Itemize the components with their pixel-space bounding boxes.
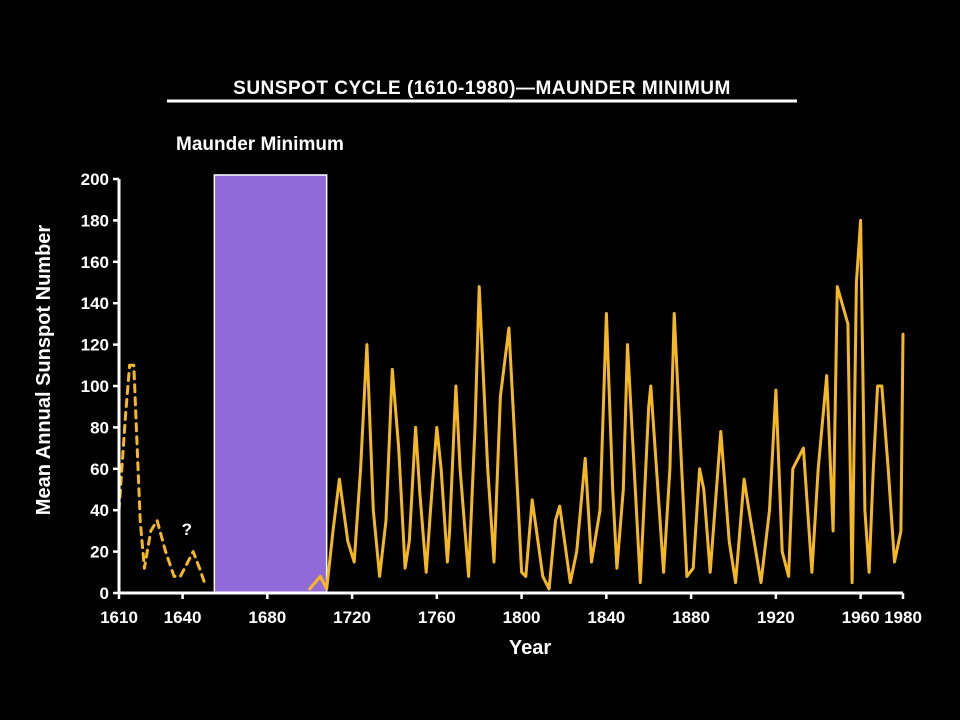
y-tick-label: 60: [90, 460, 109, 479]
y-tick-label: 40: [90, 501, 109, 520]
y-tick-label: 200: [81, 170, 109, 189]
y-tick-label: 180: [81, 211, 109, 230]
y-tick-label: 140: [81, 294, 109, 313]
early-sunspot-line-dashed: [117, 363, 208, 589]
y-tick-label: 80: [90, 418, 109, 437]
x-axis-ticks: 1610 1640 1680 1720 1760 1800 1840 1880 1920 1960…: [100, 593, 922, 627]
x-tick-label: 1760: [418, 608, 456, 627]
x-tick-label: 1980: [884, 608, 922, 627]
y-tick-label: 100: [81, 377, 109, 396]
chart-title: SUNSPOT CYCLE (1610-1980)—MAUNDER MINIMU…: [233, 78, 731, 99]
series-group: [117, 218, 905, 591]
uncertain-data-annotation: ?: [182, 520, 192, 539]
y-tick-label: 0: [100, 584, 109, 603]
x-tick-label: 1640: [164, 608, 202, 627]
y-tick-label: 160: [81, 253, 109, 272]
y-axis-ticks: 0 20 40 60 80 100 120 140 160 180 200: [81, 170, 119, 603]
x-tick-label: 1840: [587, 608, 625, 627]
sunspot-line: [308, 218, 905, 591]
x-tick-label: 1680: [248, 608, 286, 627]
y-tick-label: 120: [81, 336, 109, 355]
y-axis-title: Mean Annual Sunspot Number: [33, 225, 55, 516]
x-tick-label: 1800: [503, 608, 541, 627]
x-tick-label: 1720: [333, 608, 371, 627]
y-tick-label: 20: [90, 543, 109, 562]
x-tick-label: 1960: [842, 608, 880, 627]
x-tick-label: 1920: [757, 608, 795, 627]
x-tick-label: 1610: [100, 608, 138, 627]
x-axis-title: Year: [509, 637, 551, 659]
maunder-minimum-label: Maunder Minimum: [176, 134, 344, 155]
x-tick-label: 1880: [672, 608, 710, 627]
maunder-minimum-region: [213, 174, 328, 594]
